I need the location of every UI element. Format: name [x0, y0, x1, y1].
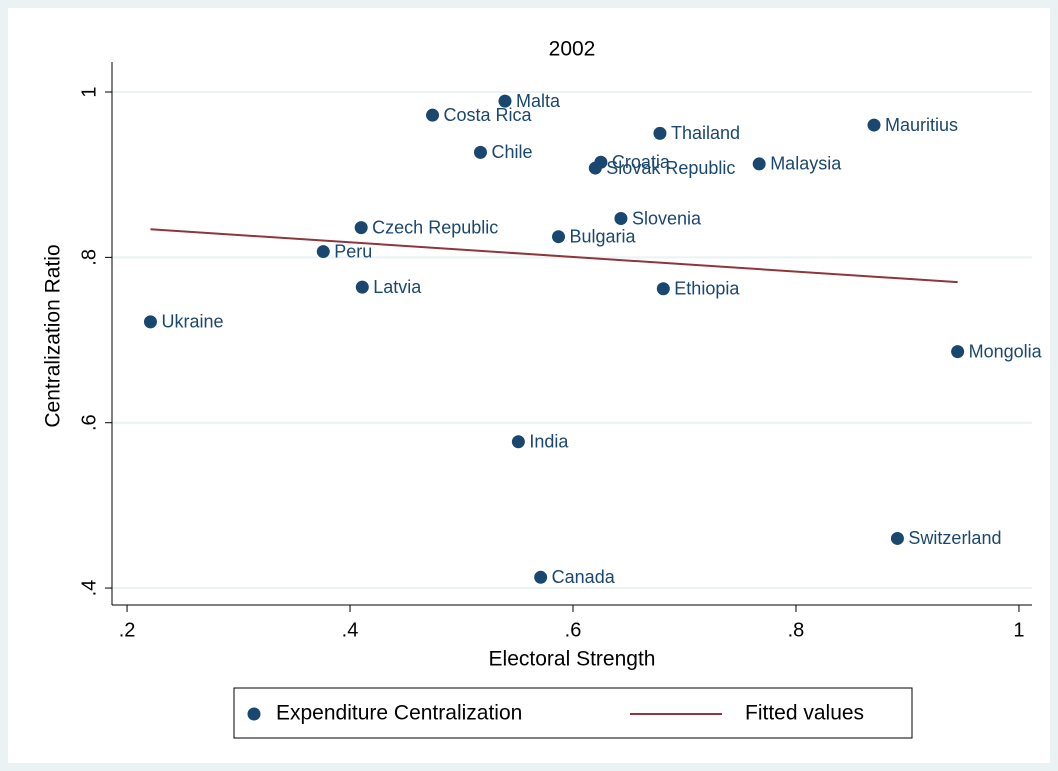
point	[656, 282, 670, 296]
point-label: Peru	[334, 241, 372, 261]
point	[588, 161, 602, 175]
point	[354, 221, 368, 235]
point-label: Mongolia	[969, 341, 1043, 361]
x-tick-label: .6	[565, 619, 582, 641]
point	[498, 94, 512, 108]
point	[951, 345, 965, 359]
legend-marker	[247, 707, 261, 721]
point-label: Latvia	[373, 277, 422, 297]
x-tick-label: .4	[342, 619, 359, 641]
point-label: Malta	[516, 91, 561, 111]
point-label: Ethiopia	[674, 279, 740, 299]
point-label: Thailand	[671, 123, 740, 143]
point	[752, 157, 766, 171]
point-label: Croatia	[612, 152, 671, 172]
point-label: Slovak Republic	[606, 158, 735, 178]
x-axis-label: Electoral Strength	[489, 648, 656, 671]
point	[552, 230, 566, 244]
point-label: Malaysia	[770, 154, 842, 174]
point	[316, 245, 330, 259]
point-label: Canada	[552, 567, 616, 587]
y-axis-label: Centralization Ratio	[42, 244, 65, 427]
point	[143, 315, 157, 329]
point-label: Czech Republic	[372, 217, 498, 237]
point	[473, 145, 487, 159]
x-tick-label: .2	[119, 619, 136, 641]
point-label: Ukraine	[161, 312, 223, 332]
point	[867, 118, 881, 132]
fit-line	[150, 228, 958, 284]
legend-box	[233, 687, 913, 739]
y-tick-label: .8	[78, 249, 100, 266]
point	[653, 126, 667, 140]
x-tick-label: .8	[788, 619, 805, 641]
point-label: Chile	[491, 142, 532, 162]
point	[614, 212, 628, 226]
point-label: India	[529, 431, 569, 451]
y-tick-label: .4	[78, 580, 100, 597]
point-label: Mauritius	[885, 115, 958, 135]
y-tick-label: .6	[78, 414, 100, 431]
point	[890, 531, 904, 545]
y-tick-label: 1	[78, 86, 100, 97]
legend-label: Fitted values	[745, 702, 864, 725]
point	[534, 570, 548, 584]
point	[355, 280, 369, 294]
point	[511, 435, 525, 449]
point-label: Slovenia	[632, 208, 702, 228]
point-label: Bulgaria	[570, 226, 637, 246]
x-tick-label: 1	[1013, 619, 1024, 641]
point-label: Switzerland	[908, 528, 1001, 548]
point	[426, 108, 440, 122]
chart-title: 2002	[549, 38, 596, 61]
graph-region	[8, 8, 1050, 763]
legend-label: Expenditure Centralization	[276, 702, 522, 725]
point-label: Costa Rica	[444, 105, 533, 125]
